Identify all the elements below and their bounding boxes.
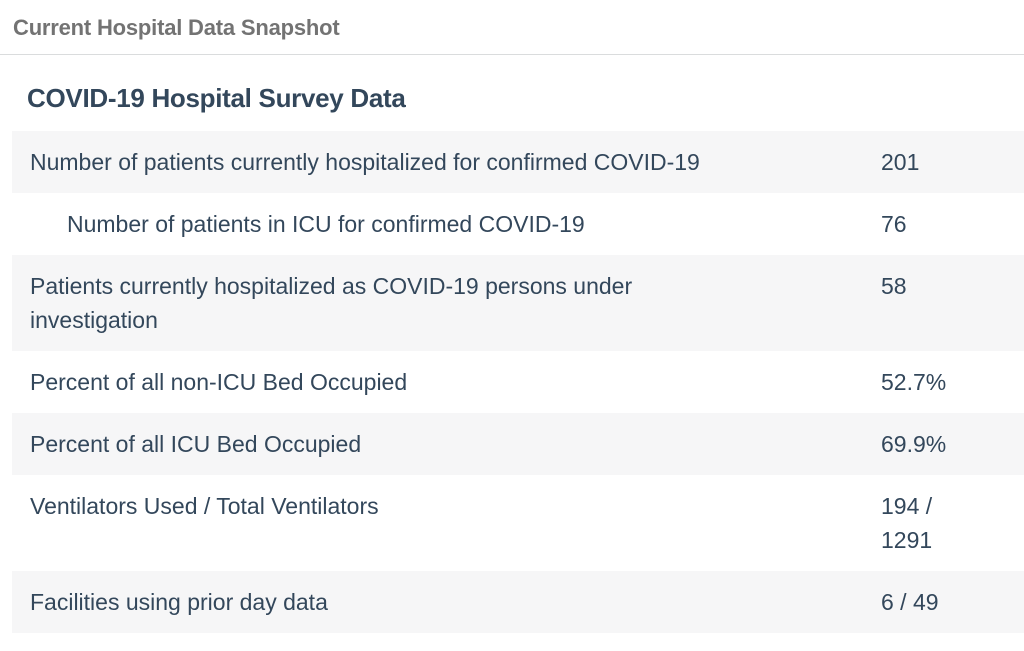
row-label: Number of patients in ICU for confirmed … <box>67 211 585 237</box>
row-value: 52.7% <box>881 369 947 395</box>
section-title: COVID-19 Hospital Survey Data <box>27 83 406 113</box>
table-row: Ventilators Used / Total Ventilators 194 … <box>12 475 1024 571</box>
row-label: Number of patients currently hospitalize… <box>30 149 700 175</box>
row-value: 6 / 49 <box>881 589 939 615</box>
row-value: 76 <box>881 211 907 237</box>
table-row: Percent of all ICU Bed Occupied 69.9% <box>12 413 1024 475</box>
survey-table: Number of patients currently hospitalize… <box>12 131 1024 633</box>
table-row: Number of patients currently hospitalize… <box>12 131 1024 193</box>
table-row: Patients currently hospitalized as COVID… <box>12 255 1024 351</box>
row-value: 69.9% <box>881 431 947 457</box>
card-header-title: Current Hospital Data Snapshot <box>13 15 340 40</box>
row-label: Percent of all ICU Bed Occupied <box>30 431 362 457</box>
table-row: Number of patients in ICU for confirmed … <box>12 193 1024 255</box>
table-row: Percent of all non-ICU Bed Occupied 52.7% <box>12 351 1024 413</box>
row-value: 194 / 1291 <box>881 493 933 553</box>
row-value: 201 <box>881 149 920 175</box>
row-label: Facilities using prior day data <box>30 589 328 615</box>
row-value: 58 <box>881 273 907 299</box>
row-label: Ventilators Used / Total Ventilators <box>30 493 379 519</box>
header-divider <box>0 54 1024 55</box>
row-label: Patients currently hospitalized as COVID… <box>30 273 633 333</box>
table-row: Facilities using prior day data 6 / 49 <box>12 571 1024 633</box>
row-label: Percent of all non-ICU Bed Occupied <box>30 369 408 395</box>
